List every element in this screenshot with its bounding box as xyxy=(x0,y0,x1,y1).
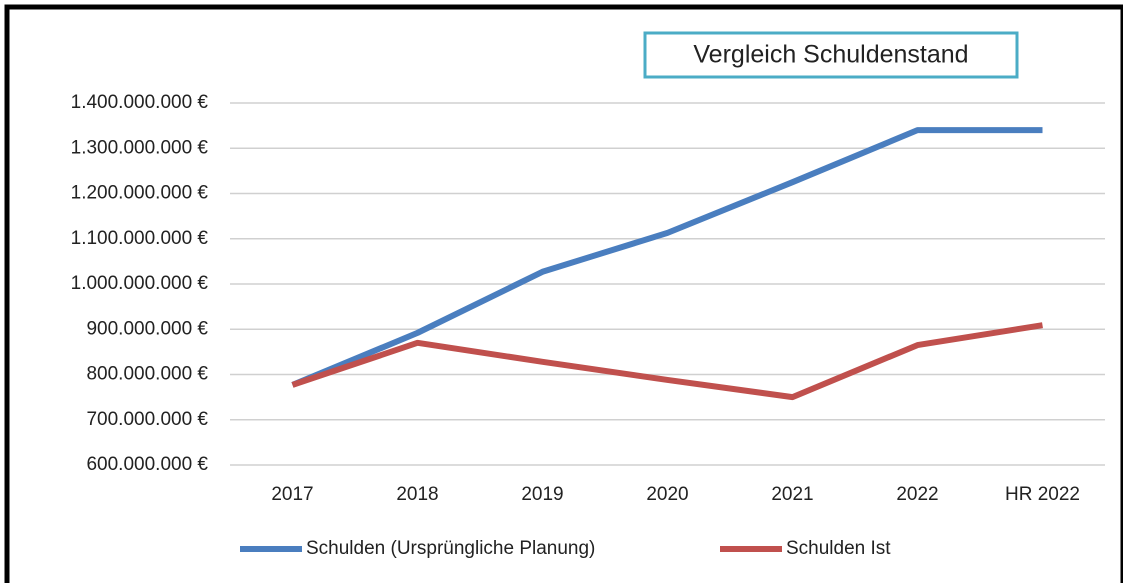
legend-label: Schulden Ist xyxy=(786,538,891,559)
x-tick-label: HR 2022 xyxy=(1005,484,1080,505)
legend-label: Schulden (Ursprüngliche Planung) xyxy=(306,538,595,559)
x-tick-label: 2018 xyxy=(396,484,438,505)
y-tick-label: 1.300.000.000 € xyxy=(71,137,209,158)
series-line xyxy=(291,322,1043,401)
y-tick-label: 600.000.000 € xyxy=(86,454,208,475)
y-tick-label: 1.400.000.000 € xyxy=(71,92,209,113)
y-tick-label: 1.100.000.000 € xyxy=(71,228,209,249)
chart-title: Vergleich Schuldenstand xyxy=(693,41,968,69)
x-tick-label: 2022 xyxy=(896,484,938,505)
y-tick-label: 900.000.000 € xyxy=(86,318,208,339)
y-tick-label: 1.000.000.000 € xyxy=(71,273,209,294)
series-line xyxy=(291,127,1043,388)
x-tick-label: 2020 xyxy=(646,484,688,505)
y-tick-label: 800.000.000 € xyxy=(86,364,208,385)
y-tick-label: 700.000.000 € xyxy=(86,409,208,430)
x-tick-label: 2019 xyxy=(521,484,563,505)
x-tick-label: 2017 xyxy=(271,484,313,505)
x-tick-label: 2021 xyxy=(771,484,813,505)
y-tick-label: 1.200.000.000 € xyxy=(71,183,209,204)
title-box xyxy=(643,31,1019,79)
